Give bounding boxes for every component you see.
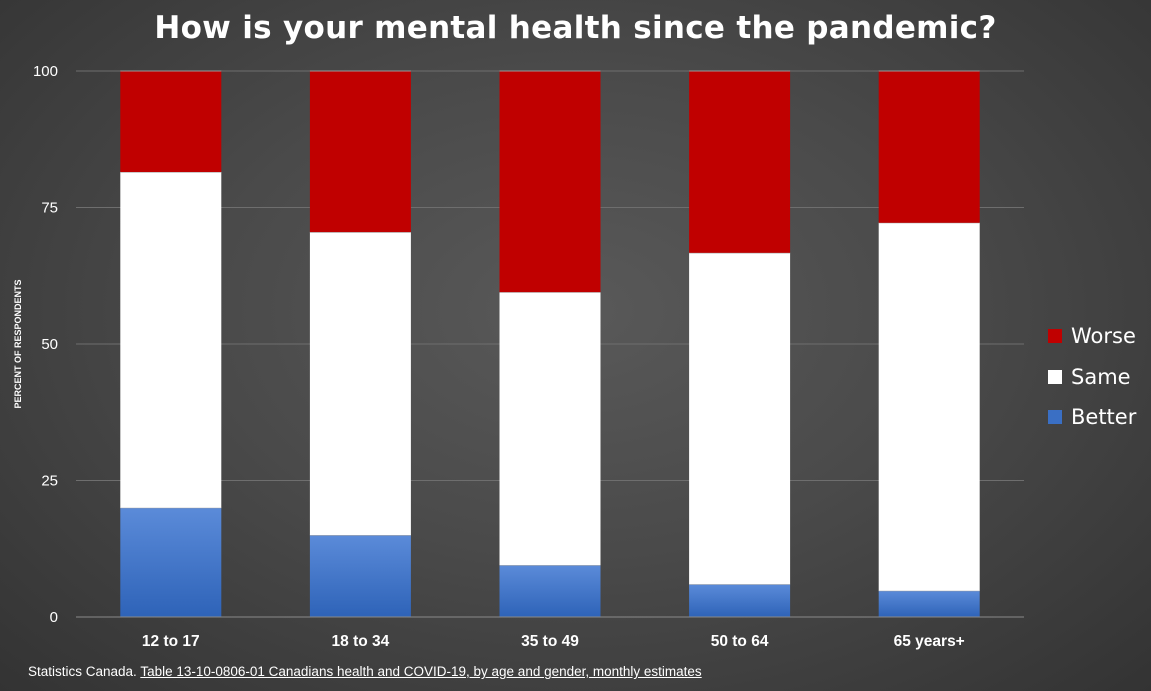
bar-worse-3 — [499, 71, 601, 293]
bar-worse-4 — [689, 71, 791, 253]
y-tick-label-100: 100 — [33, 63, 58, 80]
legend-label-better: Better — [1071, 405, 1137, 430]
chart-title: How is your mental health since the pand… — [154, 10, 997, 46]
y-tick-label-25: 25 — [41, 473, 58, 490]
y-tick-label-0: 0 — [50, 609, 58, 626]
bar-better-4 — [689, 584, 791, 617]
bar-same-2 — [309, 232, 411, 536]
bar-better-5 — [878, 590, 980, 617]
x-tick-label-1: 12 to 17 — [142, 633, 200, 650]
bar-better-2 — [309, 535, 411, 617]
legend-swatch-same — [1048, 369, 1062, 384]
bar-worse-1 — [120, 71, 222, 173]
legend-item-worse[interactable]: Worse — [1048, 316, 1136, 357]
bar-better-3 — [499, 565, 601, 617]
x-tick-label-5: 65 years+ — [894, 633, 965, 650]
legend-label-worse: Worse — [1071, 324, 1136, 349]
x-tick-label-4: 50 to 64 — [711, 633, 769, 650]
legend-swatch-better — [1048, 410, 1062, 425]
legend-item-same[interactable]: Same — [1048, 357, 1136, 398]
x-tick-label-2: 18 to 34 — [332, 633, 390, 650]
legend-swatch-worse — [1048, 329, 1062, 344]
bar-worse-2 — [309, 71, 411, 233]
bar-same-4 — [689, 252, 791, 585]
bar-same-3 — [499, 292, 601, 566]
chart-legend: Worse Same Better — [1048, 316, 1136, 438]
legend-item-better[interactable]: Better — [1048, 397, 1136, 438]
legend-label-same: Same — [1071, 364, 1131, 389]
bar-worse-5 — [878, 71, 980, 223]
bar-same-5 — [878, 222, 980, 591]
x-tick-label-3: 35 to 49 — [521, 633, 579, 650]
y-tick-label-50: 50 — [41, 336, 58, 353]
y-axis-title: PERCENT OF RESPONDENTS — [13, 279, 23, 408]
source-prefix: Statistics Canada. — [28, 664, 141, 679]
y-tick-label-75: 75 — [41, 200, 58, 217]
source-citation: Statistics Canada. Table 13-10-0806-01 C… — [28, 664, 702, 679]
bar-same-1 — [120, 172, 222, 508]
source-table-link[interactable]: Table 13-10-0806-01 Canadians health and… — [140, 664, 702, 679]
bar-better-1 — [120, 507, 222, 617]
